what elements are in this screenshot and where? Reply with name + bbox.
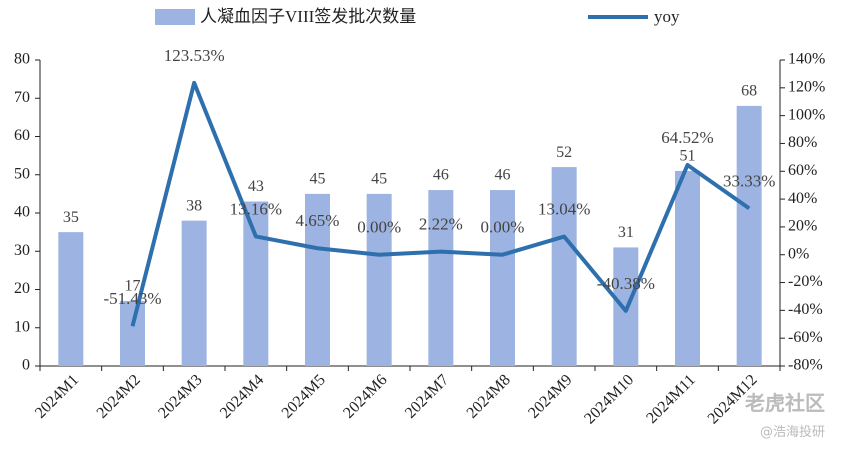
bar: [490, 190, 515, 366]
y2-tick-label: 140%: [788, 51, 825, 68]
y-tick-label: 10: [14, 318, 30, 335]
watermark: @浩海投研: [760, 424, 825, 440]
x-tick-label: 2024M3: [155, 371, 205, 421]
y2-tick-label: -60%: [788, 329, 823, 346]
bar-value-label: 46: [433, 167, 449, 184]
y2-tick-label: -80%: [788, 357, 823, 374]
bar-value-label: 31: [618, 224, 634, 241]
x-tick-label: 2024M9: [525, 371, 575, 421]
x-tick-label: 2024M4: [217, 371, 267, 421]
x-tick-label: 2024M5: [279, 371, 329, 421]
bar-value-label: 17: [125, 278, 141, 295]
yoy-value-label: 0.00%: [357, 218, 401, 237]
yoy-value-label: 2.22%: [419, 215, 463, 234]
legend-label: 人凝血因子VIII签发批次数量: [200, 7, 416, 26]
x-tick-label: 2024M10: [581, 371, 637, 427]
legend-bar-swatch: [155, 9, 195, 25]
watermark: 老虎社区: [745, 391, 825, 415]
y2-tick-label: -20%: [788, 273, 823, 290]
yoy-value-label: 4.65%: [296, 211, 340, 230]
y2-tick-label: 40%: [788, 190, 817, 207]
y-tick-label: 60: [14, 127, 30, 144]
y-tick-label: 40: [14, 204, 30, 221]
bar: [675, 170, 700, 366]
bar-value-label: 51: [680, 148, 696, 165]
y-tick-label: 70: [14, 89, 30, 106]
y-tick-label: 50: [14, 165, 30, 182]
bar: [551, 167, 577, 366]
bar-value-label: 43: [248, 178, 264, 195]
bar-value-label: 45: [371, 171, 387, 188]
yoy-value-label: 13.16%: [230, 199, 282, 218]
bar: [243, 201, 269, 366]
bar-value-label: 45: [310, 171, 326, 188]
x-tick-label: 2024M8: [464, 371, 514, 421]
legend-label: yoy: [654, 7, 680, 26]
yoy-value-label: 33.33%: [723, 171, 775, 190]
y2-tick-label: 100%: [788, 106, 825, 123]
bar: [736, 105, 762, 367]
bar-value-label: 38: [186, 197, 202, 214]
y-tick-label: 80: [14, 51, 30, 68]
yoy-line: [130, 80, 751, 327]
y-tick-label: 0: [22, 357, 30, 374]
yoy-value-label: -40.38%: [597, 274, 655, 293]
bar: [181, 220, 207, 366]
yoy-value-label: 123.53%: [164, 46, 225, 65]
y2-tick-label: -40%: [788, 301, 823, 318]
bar-value-label: 52: [556, 144, 572, 161]
x-tick-label: 2024M2: [94, 371, 144, 421]
bar: [58, 232, 84, 366]
y2-tick-label: 120%: [788, 78, 825, 95]
y2-tick-label: 0%: [788, 245, 809, 262]
y-tick-label: 30: [14, 242, 30, 259]
y2-tick-label: 80%: [788, 134, 817, 151]
bar: [120, 300, 145, 366]
yoy-value-label: -51.43%: [103, 289, 161, 308]
yoy-value-label: 13.04%: [538, 199, 590, 218]
bar-value-label: 46: [495, 167, 511, 184]
y2-tick-label: 20%: [788, 218, 817, 235]
x-tick-label: 2024M7: [402, 371, 452, 421]
bar: [428, 190, 454, 366]
x-tick-label: 2024M6: [340, 371, 390, 421]
bar-value-label: 35: [63, 209, 79, 226]
bar-value-label: 68: [741, 83, 757, 100]
bar: [366, 193, 392, 366]
y2-tick-label: 60%: [788, 162, 817, 179]
y-tick-label: 20: [14, 280, 30, 297]
yoy-value-label: 64.52%: [661, 128, 713, 147]
x-tick-label: 2024M1: [32, 371, 82, 421]
x-tick-label: 2024M11: [643, 371, 699, 427]
yoy-value-label: 0.00%: [481, 218, 525, 237]
bar: [305, 193, 330, 366]
